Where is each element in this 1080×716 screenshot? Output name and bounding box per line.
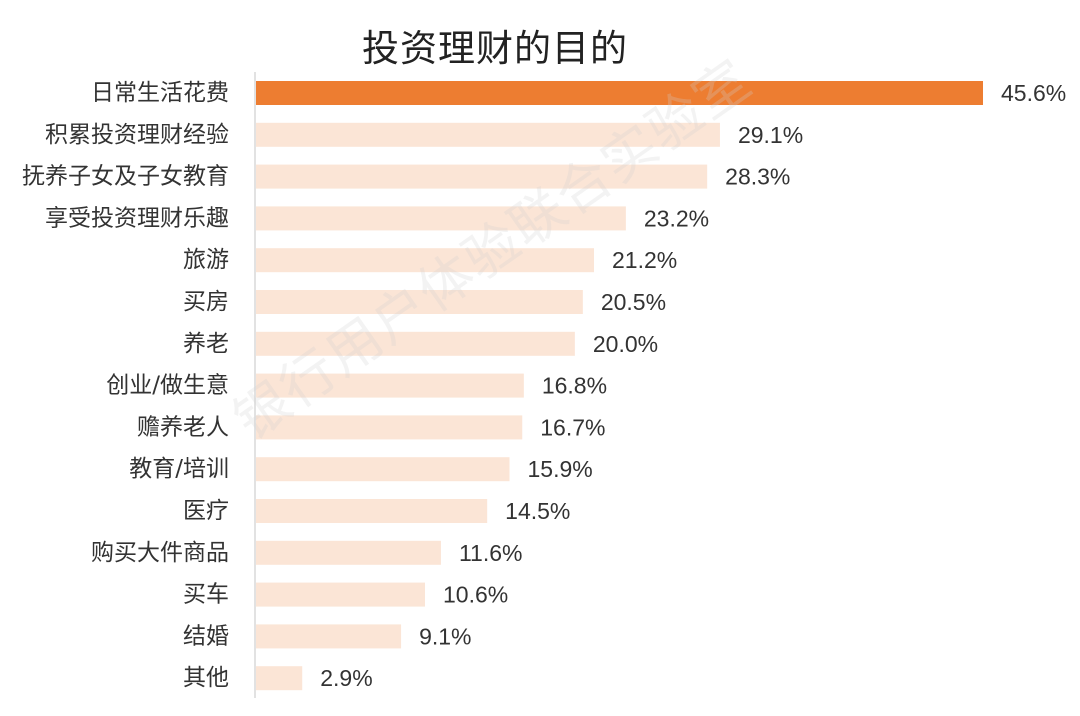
bar <box>256 540 441 565</box>
bar <box>256 373 524 398</box>
bar <box>256 415 523 440</box>
category-label: 购买大件商品 <box>91 540 229 566</box>
data-label: 20.0% <box>593 331 658 357</box>
data-label: 20.5% <box>601 289 666 315</box>
data-label: 9.1% <box>419 623 471 649</box>
category-label: 日常生活花费 <box>91 80 229 106</box>
data-label: 10.6% <box>443 582 508 608</box>
data-label: 16.8% <box>542 373 607 399</box>
category-label: 结婚 <box>183 623 229 649</box>
category-label: 其他 <box>183 665 229 691</box>
data-label: 2.9% <box>320 665 372 691</box>
data-label: 15.9% <box>527 456 592 482</box>
data-label: 14.5% <box>505 498 570 524</box>
bar <box>256 624 402 649</box>
category-label: 买车 <box>183 582 229 608</box>
category-label: 买房 <box>183 289 229 315</box>
data-label: 45.6% <box>1001 80 1066 106</box>
bar <box>256 290 583 314</box>
data-label: 29.1% <box>738 122 803 148</box>
chart-title: 投资理财的目的 <box>362 27 628 70</box>
data-label: 16.7% <box>540 414 605 440</box>
category-label: 抚养子女及子女教育 <box>22 164 229 190</box>
data-label: 11.6% <box>459 540 523 566</box>
data-label: 21.2% <box>612 247 677 273</box>
bar <box>256 331 575 356</box>
bar <box>256 666 303 691</box>
bar <box>256 122 720 147</box>
category-label: 教育/培训 <box>129 456 229 482</box>
category-label: 创业/做生意 <box>106 373 229 399</box>
category-label: 赡养老人 <box>137 414 229 440</box>
bar <box>256 457 510 482</box>
bar <box>256 248 594 273</box>
data-label: 23.2% <box>644 205 709 231</box>
bar <box>256 206 626 231</box>
category-label: 积累投资理财经验 <box>45 122 229 148</box>
category-label: 医疗 <box>183 498 229 524</box>
bar <box>256 499 488 523</box>
data-label: 28.3% <box>725 164 790 190</box>
bar <box>256 81 983 105</box>
bar <box>256 582 425 607</box>
category-label: 享受投资理财乐趣 <box>45 205 229 231</box>
category-label: 旅游 <box>183 247 229 273</box>
category-label: 养老 <box>183 331 229 357</box>
bar <box>256 164 708 189</box>
